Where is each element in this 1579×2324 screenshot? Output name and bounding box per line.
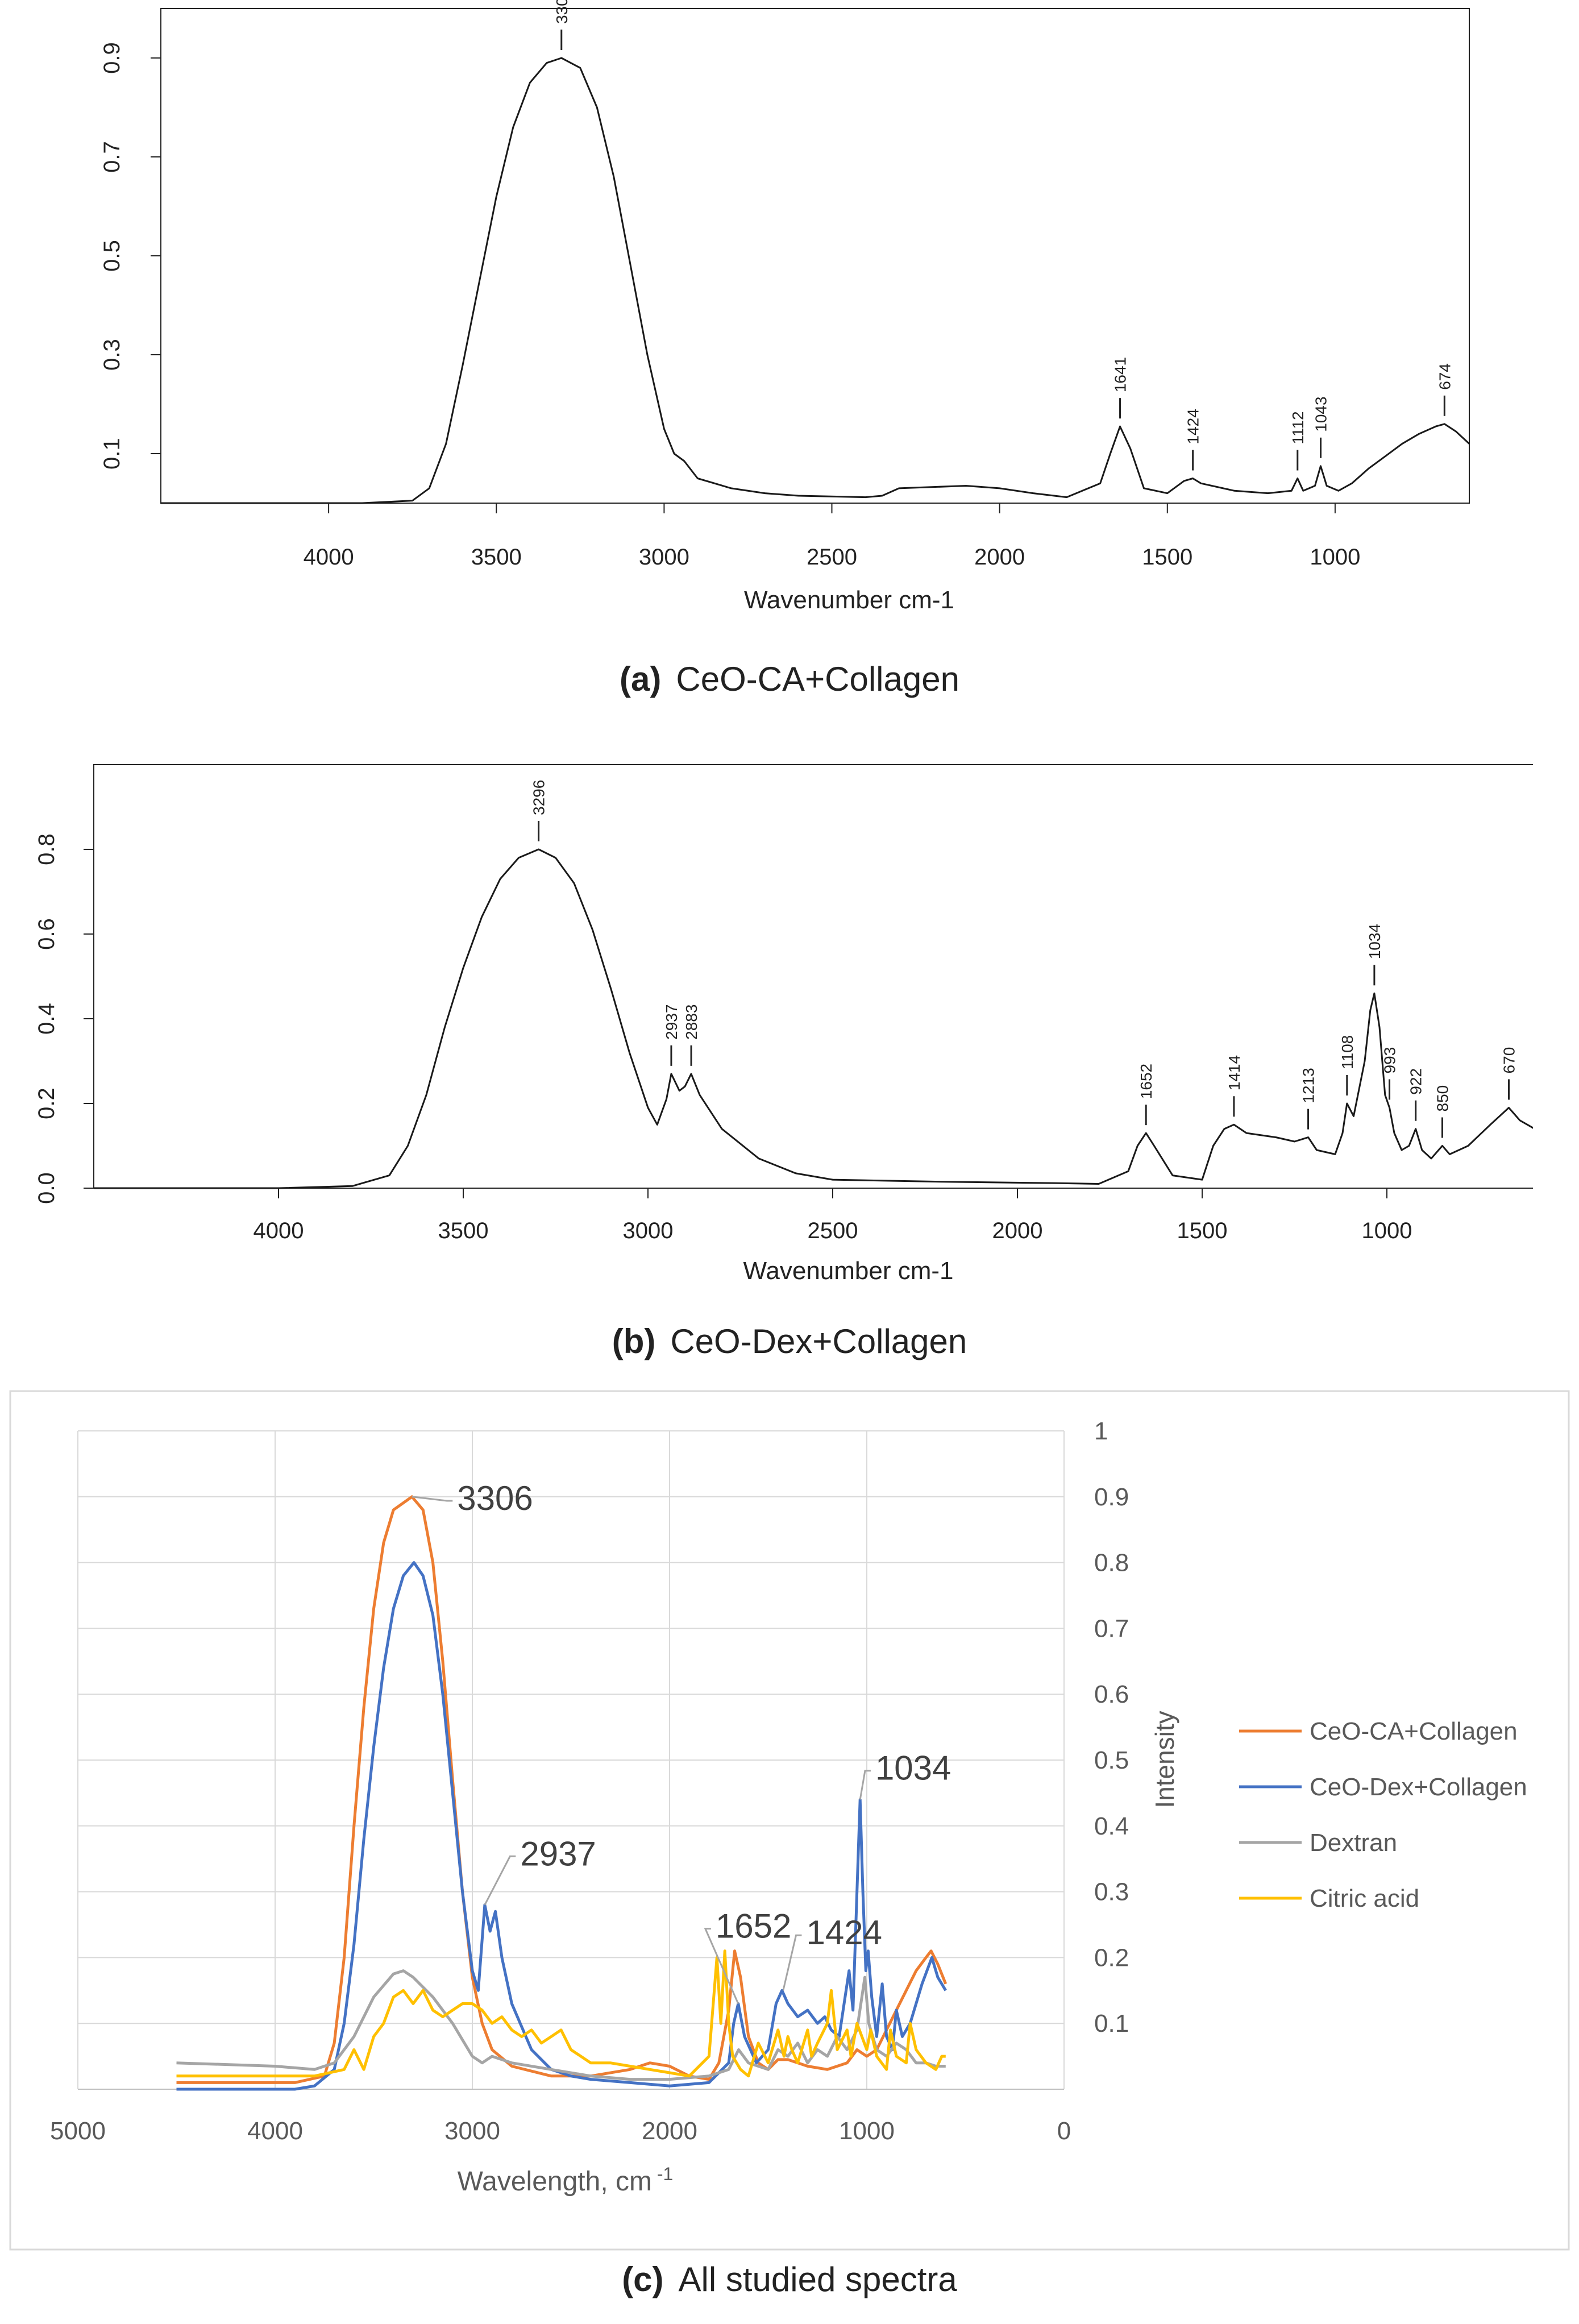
callout-label: 1424: [806, 1914, 882, 1952]
x-tick-label: 5000: [50, 2117, 106, 2145]
peak-label: 1414: [1225, 1055, 1243, 1090]
legend-label: Citric acid: [1310, 1885, 1419, 1912]
y-tick-label: 0.1: [99, 438, 124, 470]
peak-label: 2883: [683, 1005, 700, 1040]
x-tick-label: 3000: [639, 545, 689, 570]
x-tick-label: 3500: [471, 545, 522, 570]
x-tick-label: 1000: [839, 2117, 895, 2145]
y-tick-label: 0.3: [99, 339, 124, 371]
peak-label: 993: [1381, 1047, 1399, 1074]
y-tick-label: 0.9: [1094, 1483, 1129, 1511]
x-tick-label: 3500: [438, 1218, 489, 1243]
y-tick-label: 0.2: [34, 1088, 59, 1119]
x-tick-label: 2000: [974, 545, 1025, 570]
peak-label: 850: [1434, 1085, 1452, 1112]
x-tick-label: 0: [1057, 2117, 1071, 2145]
peak-label: 1641: [1112, 357, 1129, 392]
x-tick-label: 1000: [1362, 1218, 1412, 1243]
x-tick-label: 3000: [444, 2117, 500, 2145]
series-line: [161, 58, 1469, 503]
peak-label: 1112: [1289, 411, 1307, 444]
caption-b-letter: (b): [612, 1322, 656, 1360]
y-tick-label: 0.1: [1094, 2010, 1129, 2037]
x-axis-label: Wavelength, cm -1: [458, 2164, 674, 2197]
legend-label: CeO-CA+Collagen: [1310, 1717, 1518, 1745]
x-tick-label: 1500: [1177, 1218, 1228, 1243]
y-tick-label: 0.6: [34, 918, 59, 950]
x-tick-label: 2000: [992, 1218, 1043, 1243]
series-line: [94, 849, 1535, 1188]
caption-a: (a) CeO-CA+Collagen: [0, 659, 1579, 699]
x-tick-label: 4000: [254, 1218, 304, 1243]
legend-label: Dextran: [1310, 1829, 1397, 1857]
callout-label: 3306: [457, 1479, 533, 1517]
x-tick-label: 4000: [304, 545, 354, 570]
y-tick-label: 0.5: [99, 240, 124, 272]
panel-c: 5000 4000 3000 2000 1000 0 0.1 0.2 0.3 0.4 0.5 0.6 0…: [0, 1390, 1579, 2324]
peak-label: 1108: [1339, 1035, 1356, 1069]
peak-label: 1213: [1300, 1068, 1318, 1103]
y-tick-label: 0.2: [1094, 1944, 1129, 1972]
caption-c: (c) All studied spectra: [0, 2260, 1579, 2299]
peak-label: 3296: [530, 780, 548, 815]
chart-b: 4000 3500 3000 2500 2000 1500 1000 0.0 0.2 0.4 0.6…: [0, 739, 1579, 1319]
y-tick-label: 0.7: [99, 141, 124, 173]
caption-a-text: CeO-CA+Collagen: [676, 660, 959, 698]
caption-c-letter: (c): [622, 2260, 663, 2298]
y-tick-label: 1: [1094, 1417, 1108, 1445]
y-tick-label: 0.5: [1094, 1746, 1129, 1774]
y-tick-label: 0.6: [1094, 1680, 1129, 1708]
y-tick-label: 0.8: [34, 833, 59, 865]
y-tick-label: 0.4: [34, 1003, 59, 1035]
chart-a: 4000 3500 3000 2500 2000 1500 1000 0.1 0.3 0.5 0.7…: [0, 0, 1579, 671]
peak-label: 3306: [553, 0, 571, 24]
x-tick-label: 2500: [807, 545, 857, 570]
caption-b-text: CeO-Dex+Collagen: [670, 1322, 967, 1360]
x-tick-label: 1000: [1310, 545, 1360, 570]
callout-label: 1652: [716, 1907, 791, 1945]
panel-b: 4000 3500 3000 2500 2000 1500 1000 0.0 0.2 0.4 0.6…: [0, 739, 1579, 1387]
peak-label: 1034: [1366, 924, 1383, 959]
legend-label: CeO-Dex+Collagen: [1310, 1773, 1527, 1801]
caption-a-letter: (a): [620, 660, 661, 698]
panel-a: 4000 3500 3000 2500 2000 1500 1000 0.1 0.3 0.5 0.7…: [0, 0, 1579, 728]
peak-label: 1043: [1312, 396, 1330, 431]
x-axis-label: Wavenumber cm-1: [744, 586, 954, 614]
plot-frame: [161, 9, 1469, 503]
x-tick-label: 3000: [623, 1218, 674, 1243]
peak-label: 674: [1436, 363, 1453, 390]
peak-label: 670: [1501, 1047, 1518, 1074]
caption-b: (b) CeO-Dex+Collagen: [0, 1322, 1579, 1361]
plot-frame: [94, 765, 1535, 1188]
peak-label: 1424: [1185, 409, 1202, 444]
y-tick-label: 0.8: [1094, 1549, 1129, 1577]
x-tick-label: 4000: [247, 2117, 303, 2145]
callout-label: 2937: [520, 1835, 596, 1873]
chart-c: 5000 4000 3000 2000 1000 0 0.1 0.2 0.3 0.4 0.5 0.6 0…: [0, 1390, 1579, 2254]
peak-label: 922: [1407, 1068, 1425, 1095]
y-tick-label: 0.3: [1094, 1878, 1129, 1906]
y-tick-label: 0.7: [1094, 1615, 1129, 1642]
caption-c-text: All studied spectra: [679, 2260, 957, 2298]
y-tick-label: 0.9: [99, 42, 124, 74]
peak-label: 1652: [1137, 1064, 1155, 1099]
peak-label: 2937: [663, 1005, 680, 1040]
chart-border: [10, 1391, 1569, 2250]
x-tick-label: 1500: [1142, 545, 1192, 570]
y-axis-label: Intensity: [1150, 1711, 1179, 1808]
x-axis-label: Wavenumber cm-1: [743, 1257, 953, 1285]
y-tick-label: 0.4: [1094, 1812, 1129, 1840]
callout-label: 1034: [875, 1749, 951, 1787]
y-tick-label: 0.0: [34, 1172, 59, 1204]
x-tick-label: 2500: [808, 1218, 858, 1243]
x-tick-label: 2000: [642, 2117, 697, 2145]
